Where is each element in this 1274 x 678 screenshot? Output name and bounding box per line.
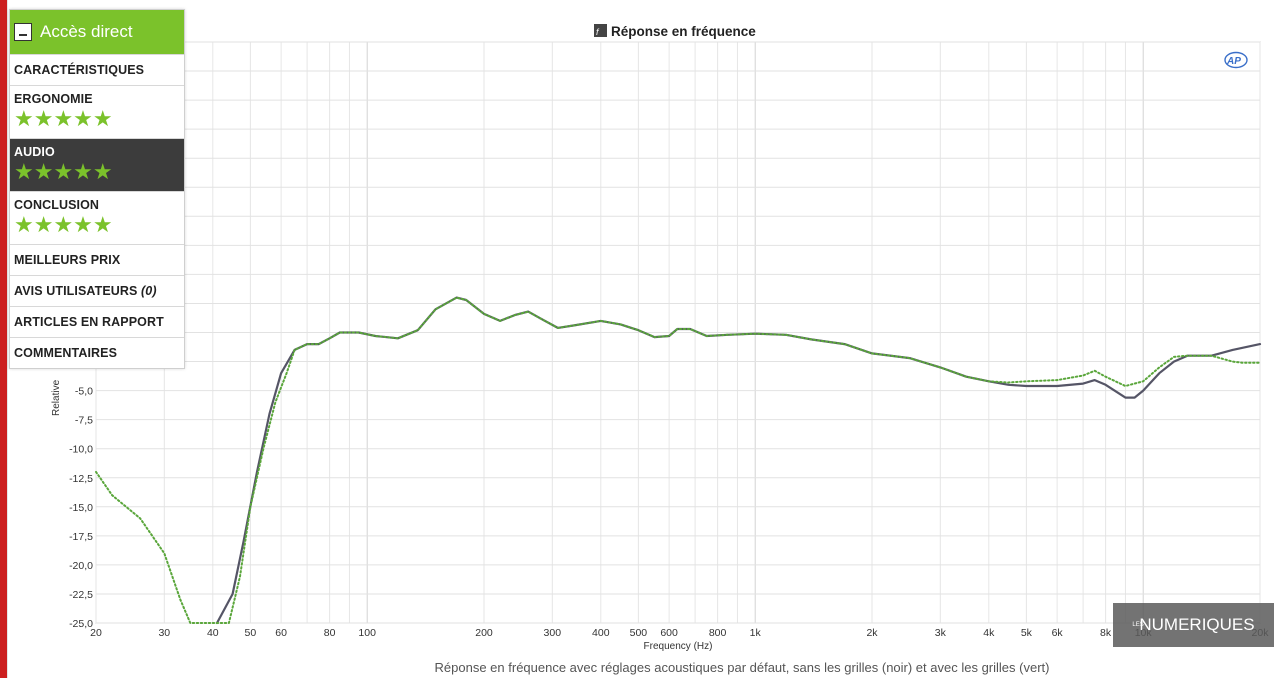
rating-stars-icon: ★★★★★	[14, 106, 113, 131]
x-tick-label: 6k	[1052, 627, 1064, 639]
sidebar-item-label: ARTICLES EN RAPPORT	[14, 315, 164, 329]
sidebar-item-label: AUDIO	[14, 145, 55, 159]
x-tick-label: 30	[158, 627, 170, 639]
direct-access-title: Accès direct	[40, 22, 133, 41]
left-divider	[7, 0, 8, 678]
chart-title-icon-glyph: f	[596, 27, 600, 37]
sidebar-item-articles-en-rapport[interactable]: ARTICLES EN RAPPORT	[10, 306, 184, 337]
x-axis-label: Frequency (Hz)	[644, 641, 713, 652]
x-tick-label: 50	[245, 627, 257, 639]
x-tick-label: 40	[207, 627, 219, 639]
x-tick-label: 500	[630, 627, 648, 639]
rating-stars-icon: ★★★★★	[14, 212, 113, 237]
sidebar-item-caracteristiques[interactable]: CARACTÉRISTIQUES	[10, 54, 184, 85]
sidebar-item-meilleurs-prix[interactable]: MEILLEURS PRIX	[10, 244, 184, 275]
chart-title: Réponse en fréquence	[611, 24, 756, 39]
ap-watermark-text: AP	[1226, 56, 1241, 67]
x-tick-label: 300	[544, 627, 562, 639]
series-line-1	[215, 296, 1262, 625]
sidebar-item-label: CARACTÉRISTIQUES	[14, 63, 145, 77]
x-tick-label: 60	[275, 627, 287, 639]
x-tick-label: 80	[324, 627, 336, 639]
x-tick-label: 3k	[935, 627, 947, 639]
y-tick-label: -25,0	[69, 618, 93, 630]
y-tick-label: -20,0	[69, 560, 93, 572]
x-tick-label: 200	[475, 627, 493, 639]
y-tick-label: -12,5	[69, 473, 93, 485]
les-numeriques-logo: LES NUMERIQUES	[1113, 603, 1274, 647]
x-tick-label: 4k	[983, 627, 995, 639]
left-accent-bar	[0, 0, 7, 678]
sidebar-item-avis-utilisateurs[interactable]: AVIS UTILISATEURS (0)	[10, 275, 184, 306]
logo-numeriques-text: NUMERIQUES	[1139, 615, 1255, 634]
x-tick-label: 400	[592, 627, 610, 639]
logo-les-text: LES	[1132, 622, 1144, 628]
series-line-2	[95, 296, 1261, 624]
review-count: (0)	[141, 284, 157, 298]
x-tick-label: 2k	[866, 627, 878, 639]
chart-caption: Réponse en fréquence avec réglages acous…	[434, 660, 1050, 675]
x-tick-label: 20	[90, 627, 102, 639]
x-tick-label: 800	[709, 627, 727, 639]
y-axis-label: Relative	[51, 379, 62, 416]
sidebar-item-ergonomie[interactable]: ERGONOMIE ★★★★★	[10, 85, 184, 138]
rating-stars-icon: ★★★★★	[14, 159, 113, 184]
sidebar-item-label: MEILLEURS PRIX	[14, 253, 121, 267]
x-tick-label: 600	[660, 627, 678, 639]
sidebar-item-label: COMMENTAIRES	[14, 346, 118, 360]
x-tick-label: 1k	[750, 627, 762, 639]
sidebar-item-commentaires[interactable]: COMMENTAIRES	[10, 337, 184, 368]
y-tick-label: -5,0	[75, 386, 93, 398]
y-tick-label: -15,0	[69, 502, 93, 514]
series-layer	[95, 296, 1262, 625]
y-tick-label: -22,5	[69, 589, 93, 601]
sidebar-item-label: AVIS UTILISATEURS	[14, 284, 138, 298]
y-tick-label: -17,5	[69, 531, 93, 543]
y-tick-label: -7,5	[75, 415, 93, 427]
x-tick-label: 5k	[1021, 627, 1033, 639]
chart-title-icon	[594, 24, 607, 37]
sidebar-item-audio[interactable]: AUDIO ★★★★★	[10, 138, 184, 191]
direct-access-panel: Accès direct CARACTÉRISTIQUES ERGONOMIE …	[9, 9, 185, 369]
sidebar-item-conclusion[interactable]: CONCLUSION ★★★★★	[10, 191, 184, 244]
direct-access-header[interactable]: Accès direct	[10, 10, 184, 54]
sidebar-item-label: CONCLUSION	[14, 198, 100, 212]
x-tick-label: 8k	[1100, 627, 1112, 639]
sidebar-item-label: ERGONOMIE	[14, 92, 93, 106]
collapse-icon[interactable]	[14, 23, 32, 41]
ap-watermark-icon: AP	[1224, 51, 1248, 69]
chart-title-group: f Réponse en fréquence	[594, 24, 756, 39]
x-tick-label: 100	[358, 627, 376, 639]
y-tick-label: -10,0	[69, 444, 93, 456]
grid-lines	[95, 41, 1261, 624]
